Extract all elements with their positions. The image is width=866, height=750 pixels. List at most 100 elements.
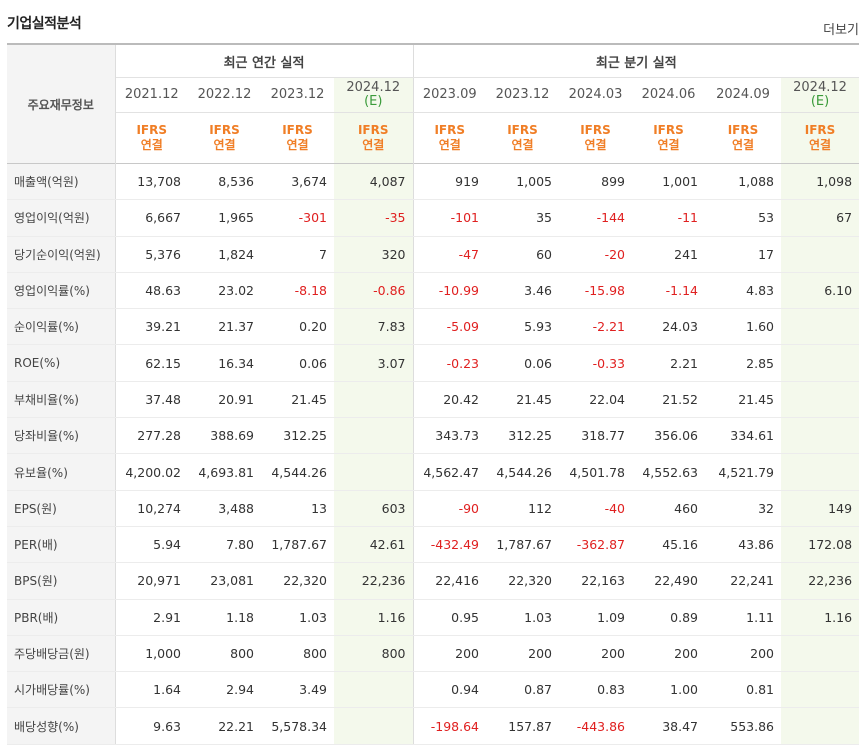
value-cell — [781, 236, 860, 273]
value-cell: 4.83 — [705, 271, 781, 310]
row-label: PBR(배) — [7, 599, 116, 636]
quarterly-group-header: 최근 분기 실적 — [412, 43, 860, 78]
value-cell: -0.33 — [559, 344, 632, 382]
table-row: 매출액(억원) 13,708 8,536 3,674 4,087 919 1,005 899 1… — [7, 162, 860, 201]
value-cell: 899 — [559, 162, 632, 201]
value-cell: 2.91 — [115, 599, 188, 636]
value-cell: 22,320 — [486, 562, 559, 600]
value-cell: 7 — [261, 236, 334, 273]
value-cell: -40 — [559, 489, 632, 527]
more-link[interactable]: 더보기 — [823, 23, 859, 38]
value-cell — [334, 380, 413, 419]
value-cell: 1,000 — [115, 634, 188, 673]
consolidated-label: 연결 — [731, 138, 755, 152]
value-cell: 1,824 — [188, 236, 261, 273]
value-cell: -5.09 — [412, 308, 486, 346]
value-cell: 5.93 — [486, 308, 559, 346]
consolidated-label: 연결 — [584, 138, 607, 152]
value-cell: 48.63 — [115, 271, 188, 310]
value-cell — [781, 671, 860, 709]
value-cell: 157.87 — [486, 707, 559, 745]
value-cell: 9.63 — [115, 707, 188, 745]
value-cell — [334, 671, 413, 709]
ifrs-label: IFRS — [580, 123, 611, 137]
table-row: 부채비율(%) 37.48 20.91 21.45 20.42 21.45 22.04 21.… — [7, 380, 860, 419]
value-cell: 43.86 — [705, 526, 781, 564]
period-date-header: 2024.03 — [559, 77, 632, 113]
value-cell: 0.95 — [412, 599, 486, 636]
table-row: PER(배) 5.94 7.80 1,787.67 42.61 -432.49 1,787.… — [7, 526, 860, 564]
value-cell: 200 — [559, 634, 632, 673]
value-cell: 1,088 — [705, 162, 781, 201]
period-date: 2023.12 — [270, 87, 325, 102]
value-cell: 53 — [705, 199, 781, 237]
value-cell: 2.94 — [188, 671, 261, 709]
period-date-header: 2021.12 — [115, 77, 188, 113]
row-label: EPS(원) — [7, 489, 116, 527]
value-cell: -2.21 — [559, 308, 632, 346]
period-date-header: 2024.09 — [705, 77, 781, 113]
value-cell: 23.02 — [188, 271, 261, 310]
value-cell: 3,488 — [188, 489, 261, 527]
value-cell: 3.46 — [486, 271, 559, 310]
value-cell: 1.16 — [334, 599, 413, 636]
value-cell — [781, 308, 860, 346]
value-cell: 16.34 — [188, 344, 261, 382]
value-cell: 1.09 — [559, 599, 632, 636]
value-cell: 22,490 — [632, 562, 705, 600]
financial-table: 주요재무정보 최근 연간 실적 최근 분기 실적 2021.12 2022.12 2… — [7, 43, 860, 745]
value-cell: -362.87 — [559, 526, 632, 564]
value-cell: -198.64 — [412, 707, 486, 745]
ifrs-label: IFRS — [282, 123, 313, 137]
ifrs-label: IFRS — [357, 123, 389, 137]
table-row: 순이익률(%) 39.21 21.37 0.20 7.83 -5.09 5.93 -2.21 2… — [7, 308, 860, 346]
value-cell: 4,562.47 — [412, 453, 486, 491]
annual-group-header: 최근 연간 실적 — [115, 43, 413, 78]
value-cell: 277.28 — [115, 417, 188, 455]
value-cell: 4,693.81 — [188, 453, 261, 491]
value-cell: 603 — [334, 489, 413, 527]
row-label: BPS(원) — [7, 562, 116, 600]
value-cell: 45.16 — [632, 526, 705, 564]
section-title: 기업실적분석 — [7, 16, 82, 32]
value-cell — [781, 380, 860, 419]
value-cell: 1,965 — [188, 199, 261, 237]
value-cell: 312.25 — [261, 417, 334, 455]
value-cell: -0.23 — [412, 344, 486, 382]
value-cell: -15.98 — [559, 271, 632, 310]
value-cell: 3.07 — [334, 344, 413, 382]
value-cell: 4,200.02 — [115, 453, 188, 491]
value-cell: 2.21 — [632, 344, 705, 382]
period-date-header: 2023.09 — [412, 77, 486, 113]
value-cell: 312.25 — [486, 417, 559, 455]
table-row: 당좌비율(%) 277.28 388.69 312.25 343.73 312.25 318… — [7, 417, 860, 455]
table-row: 영업이익(억원) 6,667 1,965 -301 -35 -101 35 -144 -11 53… — [7, 199, 860, 237]
value-cell: 356.06 — [632, 417, 705, 455]
value-cell: -0.86 — [334, 271, 413, 310]
accounting-standard-header: IFRS 연결 — [334, 112, 413, 164]
value-cell: 1,787.67 — [261, 526, 334, 564]
value-cell: 1.03 — [261, 599, 334, 636]
value-cell — [781, 634, 860, 673]
accounting-standard-header: IFRS 연결 — [412, 112, 486, 164]
value-cell: -90 — [412, 489, 486, 527]
value-cell: 1,001 — [632, 162, 705, 201]
value-cell — [334, 417, 413, 455]
value-cell: 7.83 — [334, 308, 413, 346]
value-cell: 1.11 — [705, 599, 781, 636]
value-cell: -1.14 — [632, 271, 705, 310]
value-cell: 22,236 — [781, 562, 860, 600]
value-cell: 4,501.78 — [559, 453, 632, 491]
value-cell: 800 — [334, 634, 413, 673]
consolidated-label: 연결 — [362, 138, 385, 152]
period-date: 2024.06 — [641, 87, 696, 102]
value-cell: 4,552.63 — [632, 453, 705, 491]
value-cell: 37.48 — [115, 380, 188, 419]
row-label: 시가배당률(%) — [7, 671, 116, 709]
row-label: ROE(%) — [7, 344, 116, 382]
accounting-standard-header: IFRS 연결 — [261, 113, 334, 164]
consolidated-label: 연결 — [140, 138, 163, 152]
row-label: 주당배당금(원) — [7, 634, 116, 673]
value-cell: 67 — [781, 199, 860, 237]
period-date: 2023.12 — [495, 87, 550, 102]
